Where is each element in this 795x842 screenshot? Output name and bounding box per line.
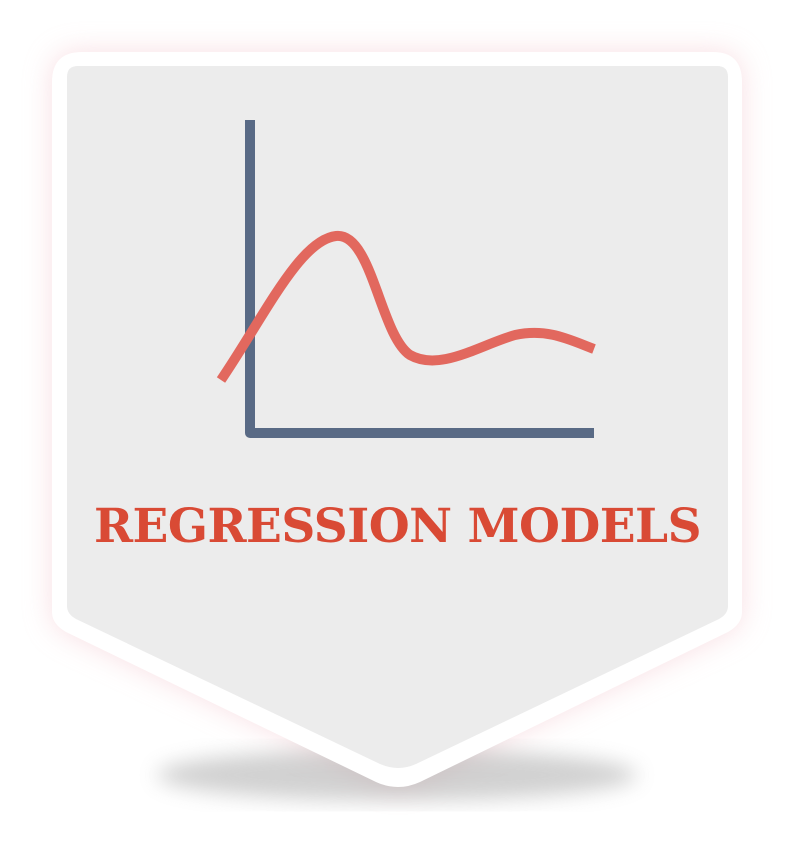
chart-axes xyxy=(245,120,594,438)
regression-curve-chart-icon xyxy=(216,120,596,438)
badge-title: REGRESSION MODELS xyxy=(93,499,702,554)
regression-curve xyxy=(216,231,596,383)
badge-face xyxy=(67,66,728,768)
